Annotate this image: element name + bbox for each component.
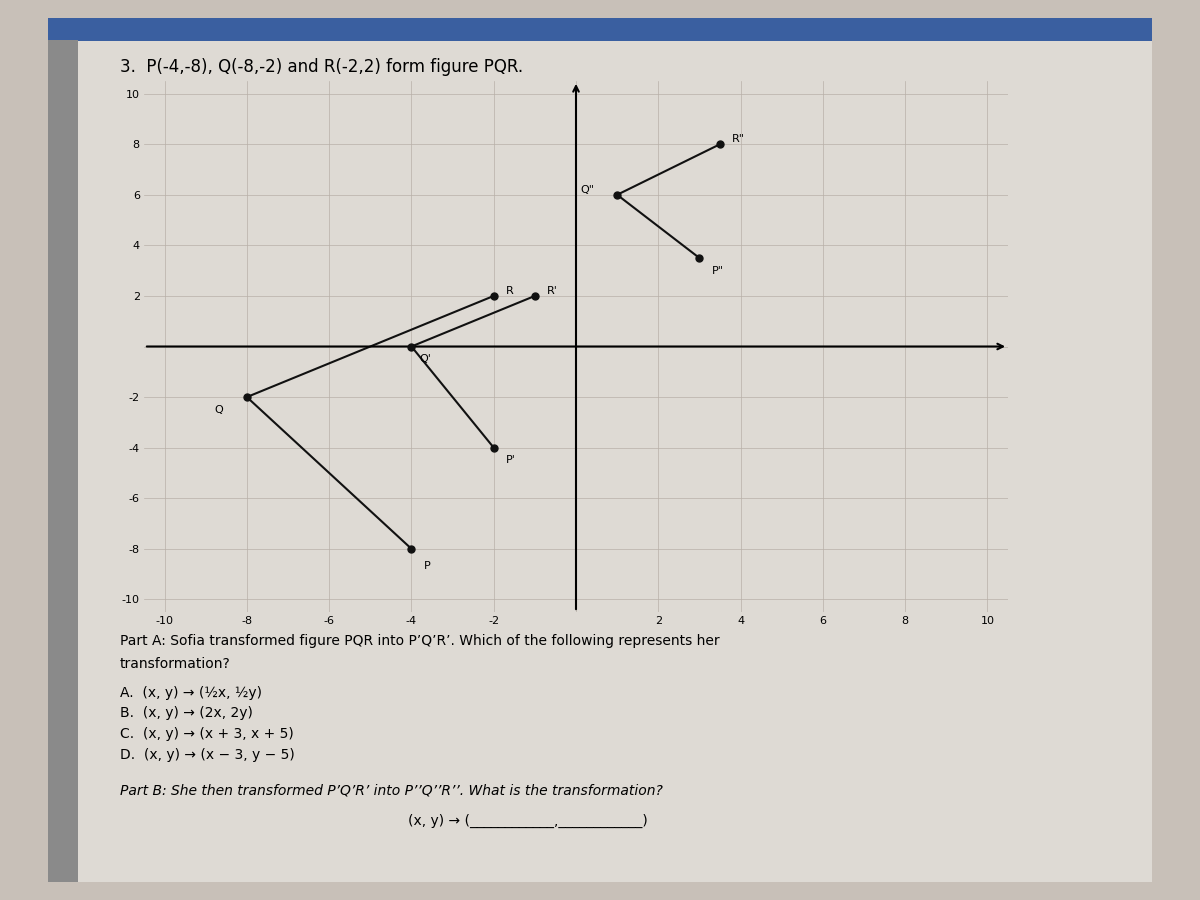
Text: B.  (x, y) → (2x, 2y): B. (x, y) → (2x, 2y) [120, 706, 253, 721]
Point [402, 542, 421, 556]
Text: P': P' [506, 455, 516, 465]
Text: Q': Q' [420, 354, 432, 364]
Text: A.  (x, y) → (½x, ½y): A. (x, y) → (½x, ½y) [120, 686, 262, 700]
Text: Part A: Sofia transformed figure PQR into P’Q’R’. Which of the following represe: Part A: Sofia transformed figure PQR int… [120, 634, 720, 649]
Text: R': R' [547, 286, 558, 296]
Text: P: P [424, 562, 431, 572]
Point [238, 390, 257, 404]
Text: R: R [506, 286, 514, 296]
Text: R": R" [732, 134, 745, 144]
Point [402, 339, 421, 354]
Point [484, 440, 503, 454]
Point [484, 289, 503, 303]
Text: D.  (x, y) → (x − 3, y − 5): D. (x, y) → (x − 3, y − 5) [120, 748, 295, 762]
Text: (x, y) → (____________,____________): (x, y) → (____________,____________) [408, 814, 648, 828]
Point [526, 289, 545, 303]
Text: Q: Q [214, 405, 223, 415]
Text: P": P" [712, 266, 724, 275]
Point [710, 137, 730, 151]
Text: C.  (x, y) → (x + 3, x + 5): C. (x, y) → (x + 3, x + 5) [120, 727, 294, 742]
Text: 3.  P(-4,-8), Q(-8,-2) and R(-2,2) form figure PQR.: 3. P(-4,-8), Q(-8,-2) and R(-2,2) form f… [120, 58, 523, 76]
Text: Part B: She then transformed P’Q’R’ into P’’Q’’R’’. What is the transformation?: Part B: She then transformed P’Q’R’ into… [120, 783, 662, 797]
Text: transformation?: transformation? [120, 657, 230, 671]
Point [690, 251, 709, 266]
Text: Q": Q" [580, 184, 594, 194]
Point [607, 187, 626, 202]
